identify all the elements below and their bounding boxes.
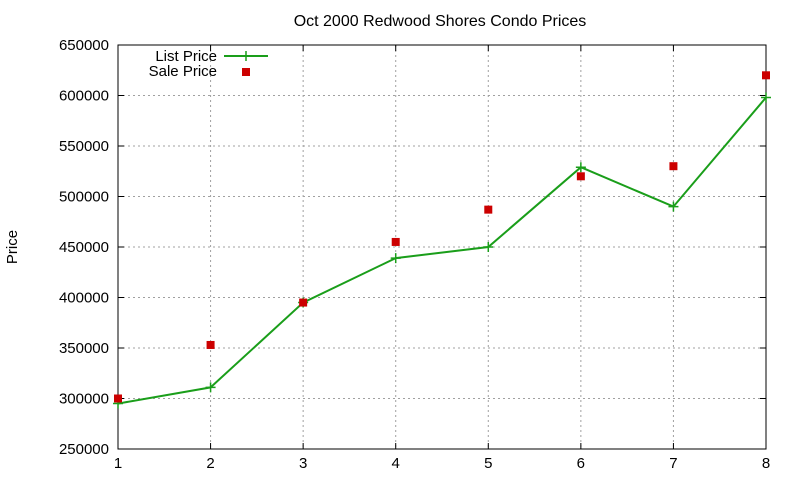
y-tick-label: 250000: [59, 441, 109, 458]
data-point-sale-price: [299, 298, 308, 307]
data-point-list-price: [483, 242, 494, 252]
data-point-sale-price: [114, 394, 122, 403]
plot-frame: [117, 44, 767, 450]
y-tick-label: 550000: [59, 138, 109, 155]
data-point-sale-price: [669, 162, 678, 171]
x-tick-label: 7: [669, 455, 677, 472]
grid: [118, 45, 766, 449]
data-point-sale-price: [484, 205, 493, 214]
x-tick-label: 4: [392, 455, 400, 472]
y-axis-label: Price: [4, 230, 21, 264]
legend-label-sale-price: Sale Price: [149, 63, 217, 80]
data-point-sale-price: [576, 172, 585, 181]
x-tick-label: 2: [206, 455, 214, 472]
series-line-list-price: [117, 96, 767, 405]
y-tick-label: 400000: [59, 290, 109, 307]
data-point-sale-price: [762, 71, 770, 80]
legend: List Price Sale Price: [149, 48, 268, 80]
y-tick-label: 450000: [59, 239, 109, 256]
y-tick-label: 650000: [59, 37, 109, 54]
x-tick-label: 6: [577, 455, 585, 472]
legend-marker-sale-price: [242, 68, 250, 76]
data-point-sale-price: [206, 340, 215, 349]
y-tick-label: 600000: [59, 88, 109, 105]
chart-title: Oct 2000 Redwood Shores Condo Prices: [294, 13, 587, 30]
data-point-list-price: [390, 253, 401, 264]
x-tick-label: 8: [762, 455, 770, 472]
data-point-list-price: [205, 382, 216, 393]
legend-label-list-price: List Price: [155, 48, 217, 65]
x-tick-label: 3: [299, 455, 307, 472]
y-tick-label: 300000: [59, 391, 109, 408]
series-list-price: [113, 92, 771, 409]
data-point-list-price: [575, 162, 586, 173]
data-point-sale-price: [391, 237, 400, 246]
y-tick-label: 500000: [59, 189, 109, 206]
legend-marker-list-price: [241, 51, 251, 61]
legend-entry-sale-price: Sale Price: [149, 63, 250, 80]
y-tick-label: 350000: [59, 340, 109, 357]
series-sale-price: [114, 71, 770, 403]
axis-ticks: 250000 300000 350000 400000 450000 500000 5500…: [59, 37, 770, 472]
series-layer: [113, 71, 771, 409]
x-tick-label: 5: [484, 455, 492, 472]
data-point-list-price: [668, 201, 679, 212]
x-tick-label: 1: [114, 455, 122, 472]
legend-entry-list-price: List Price: [155, 48, 268, 65]
data-point-list-price: [761, 92, 771, 103]
